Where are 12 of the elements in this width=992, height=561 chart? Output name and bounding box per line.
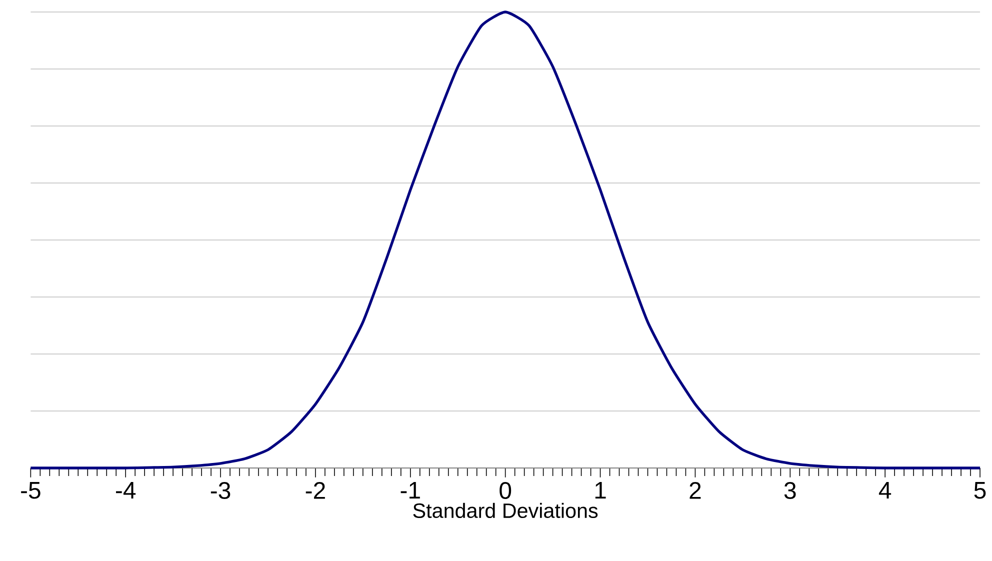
x-tick-label: 2 [690, 482, 701, 499]
x-axis-title: Standard Deviations [413, 502, 598, 518]
x-tick-label: -1 [400, 482, 420, 498]
x-tick-label: -5 [21, 482, 40, 499]
x-tick-label: 3 [784, 482, 796, 499]
x-tick-label: 1 [595, 482, 606, 498]
x-tick-label: 4 [878, 482, 892, 498]
x-tick-label: 5 [974, 482, 986, 499]
x-tick-label: -2 [306, 482, 325, 499]
x-tick-label: 0 [500, 482, 512, 499]
x-tick-label: -3 [210, 482, 230, 499]
x-tick-label: -4 [116, 482, 136, 498]
